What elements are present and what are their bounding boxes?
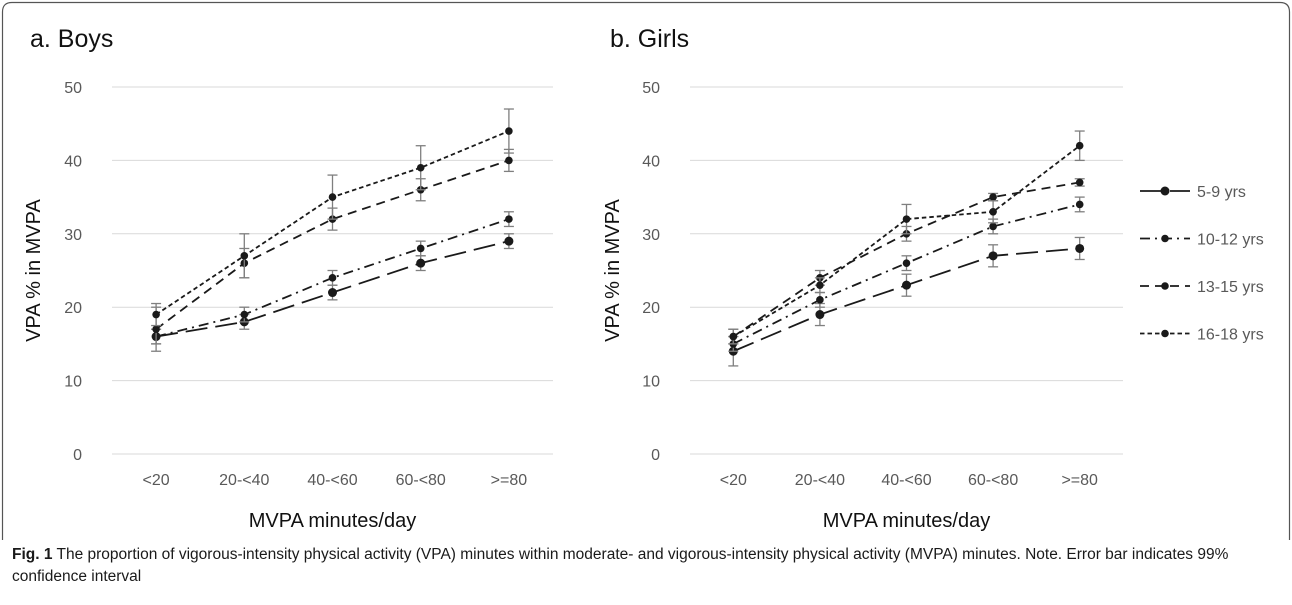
y-tick-label: 10 [642, 374, 660, 391]
x-tick-label: 40-<60 [307, 472, 357, 489]
legend-swatch-marker [1160, 186, 1170, 196]
y-tick-label: 50 [642, 80, 660, 97]
data-point [989, 207, 997, 216]
x-tick-label: 20-<40 [219, 472, 269, 489]
x-tick-label: 60-<80 [968, 472, 1018, 489]
y-tick-label: 50 [64, 80, 82, 97]
legend-label: 5-9 yrs [1197, 184, 1246, 201]
chart-title: a. Boys [30, 25, 113, 53]
x-tick-label: <20 [720, 472, 747, 489]
series-2 [728, 196, 1085, 352]
y-tick-label: 0 [651, 447, 660, 464]
caption-label: Fig. 1 [12, 546, 53, 563]
y-tick-label: 20 [64, 300, 82, 317]
series-2 [151, 211, 514, 345]
y-tick-label: 10 [64, 374, 82, 391]
legend: 5-9 yrs 10-12 yrs 13-15 yrs 16-18 yrs [1140, 184, 1264, 344]
chart-title: b. Girls [610, 25, 689, 53]
data-point [816, 281, 824, 289]
series-line [155, 159, 510, 330]
figure-border [1, 1, 1291, 540]
x-tick-label: 40-<60 [881, 472, 931, 489]
data-point [988, 251, 998, 261]
legend-label: 16-18 yrs [1197, 327, 1264, 344]
series-1 [151, 233, 514, 345]
chart-panel-2: b. Girls 0 10 20 30 40 50 <20 20-<40 40-<60 60-<80… [602, 25, 1123, 532]
data-point [504, 236, 514, 246]
y-tick-label: 40 [64, 153, 82, 170]
legend-swatch-marker [1161, 282, 1169, 290]
data-point [505, 156, 513, 165]
caption-text: The proportion of vigorous-intensity phy… [12, 546, 1229, 585]
data-point [989, 222, 997, 231]
data-point [152, 310, 160, 319]
x-tick-label: >=80 [1061, 472, 1098, 489]
data-point [328, 274, 337, 282]
data-point [416, 258, 426, 268]
x-tick-label: <20 [143, 472, 170, 489]
data-point [729, 332, 738, 341]
y-tick-label: 40 [642, 153, 660, 170]
legend-label: 10-12 yrs [1197, 232, 1264, 249]
y-tick-label: 20 [642, 300, 660, 317]
data-point [328, 288, 337, 298]
x-tick-label: 20-<40 [795, 472, 845, 489]
legend-swatch-marker [1161, 329, 1169, 338]
series-4 [728, 130, 1085, 345]
chart-panel-1: a. Boys 0 10 20 30 40 50 <20 20-<40 40-<60 60-<80 >… [23, 25, 553, 532]
data-point [240, 310, 249, 319]
data-point [505, 127, 513, 135]
data-point [505, 215, 513, 223]
data-point [902, 259, 911, 267]
data-point [1075, 200, 1084, 209]
y-tick-label: 0 [73, 447, 82, 464]
data-point [416, 244, 425, 253]
data-point [816, 296, 824, 304]
data-point [152, 325, 160, 334]
x-axis-label: MVPA minutes/day [823, 510, 990, 532]
legend-swatch-marker [1161, 234, 1169, 243]
series-4 [151, 108, 514, 327]
y-tick-label: 30 [64, 227, 82, 244]
data-point [1075, 243, 1085, 253]
data-point [416, 163, 425, 172]
x-tick-label: >=80 [491, 472, 528, 489]
series-line [155, 218, 510, 338]
series-line [732, 145, 1081, 338]
data-point [240, 252, 249, 260]
y-axis-label: VPA % in MVPA [602, 199, 624, 342]
y-tick-label: 30 [642, 227, 660, 244]
data-point [1075, 141, 1084, 150]
y-axis-label: VPA % in MVPA [23, 199, 45, 342]
legend-label: 13-15 yrs [1197, 279, 1264, 296]
data-point [902, 215, 911, 223]
data-point [1075, 178, 1084, 187]
series-1 [728, 236, 1085, 367]
data-point [815, 310, 825, 320]
x-tick-label: 60-<80 [396, 472, 446, 489]
data-point [989, 193, 997, 201]
figure-caption: Fig. 1 The proportion of vigorous-intens… [12, 544, 1252, 588]
data-point [328, 193, 337, 201]
data-point [902, 280, 911, 290]
x-axis-label: MVPA minutes/day [249, 510, 416, 532]
